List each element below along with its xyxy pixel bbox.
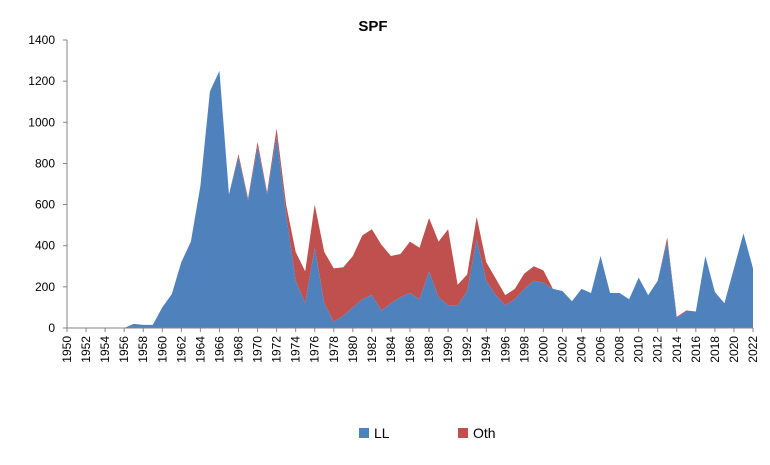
x-tick-label: 1966 (212, 336, 226, 363)
x-tick-label: 1950 (60, 336, 74, 363)
x-tick-label: 1958 (136, 336, 150, 363)
x-tick-label: 2018 (708, 336, 722, 363)
x-tick-label: 2022 (746, 336, 760, 363)
x-tick-label: 1996 (498, 336, 512, 363)
x-tick-label: 2000 (536, 336, 550, 363)
y-tick-label: 0 (48, 321, 55, 335)
x-tick-label: 1956 (117, 336, 131, 363)
legend-swatch-ll (359, 428, 369, 438)
legend: LL Oth (359, 425, 496, 441)
y-tick-label: 400 (35, 239, 55, 253)
y-tick-label: 1400 (28, 33, 55, 47)
x-tick-label: 1980 (346, 336, 360, 363)
x-tick-label: 1962 (174, 336, 188, 363)
x-tick-label: 1978 (327, 336, 341, 363)
legend-label-oth: Oth (473, 425, 496, 441)
x-tick-label: 1954 (98, 336, 112, 363)
x-tick-label: 1986 (403, 336, 417, 363)
legend-label-ll: LL (374, 425, 390, 441)
plot-area (67, 70, 753, 329)
x-tick-label: 1988 (422, 336, 436, 363)
x-tick-label: 1990 (441, 336, 455, 363)
x-tick-label: 1968 (232, 336, 246, 363)
legend-swatch-oth (458, 428, 468, 438)
x-tick-label: 2020 (727, 336, 741, 363)
x-tick-label: 2014 (670, 336, 684, 363)
x-tick-label: 1992 (460, 336, 474, 363)
y-tick-label: 1200 (28, 74, 55, 88)
x-tick-label: 1970 (251, 336, 265, 363)
series-area-ll (67, 70, 753, 329)
y-tick-label: 1000 (28, 115, 55, 129)
x-tick-label: 1974 (289, 336, 303, 363)
x-tick-label: 1976 (308, 336, 322, 363)
x-tick-label: 2002 (555, 336, 569, 363)
chart-title: SPF (358, 18, 387, 35)
y-tick-label: 800 (35, 156, 55, 170)
y-tick-label: 600 (35, 198, 55, 212)
x-tick-label: 2004 (575, 336, 589, 363)
x-tick-label: 2016 (689, 336, 703, 363)
y-axis-ticks: 0 200 400 600 800 1000 1200 1400 (28, 33, 67, 335)
series-area-oth (67, 70, 753, 329)
x-tick-label: 1984 (384, 336, 398, 363)
y-tick-label: 200 (35, 280, 55, 294)
x-tick-label: 2010 (632, 336, 646, 363)
x-tick-label: 1972 (270, 336, 284, 363)
x-tick-label: 1982 (365, 336, 379, 363)
x-tick-label: 2012 (651, 336, 665, 363)
x-axis-ticks: 1950 1952 1954 1956 1958 1960 1962 1964 1966 1968… (60, 328, 760, 363)
x-tick-label: 2008 (613, 336, 627, 363)
x-tick-label: 1960 (155, 336, 169, 363)
x-tick-label: 1952 (79, 336, 93, 363)
x-tick-label: 1994 (479, 336, 493, 363)
x-tick-label: 1964 (193, 336, 207, 363)
x-tick-label: 2006 (594, 336, 608, 363)
x-tick-label: 1998 (517, 336, 531, 363)
